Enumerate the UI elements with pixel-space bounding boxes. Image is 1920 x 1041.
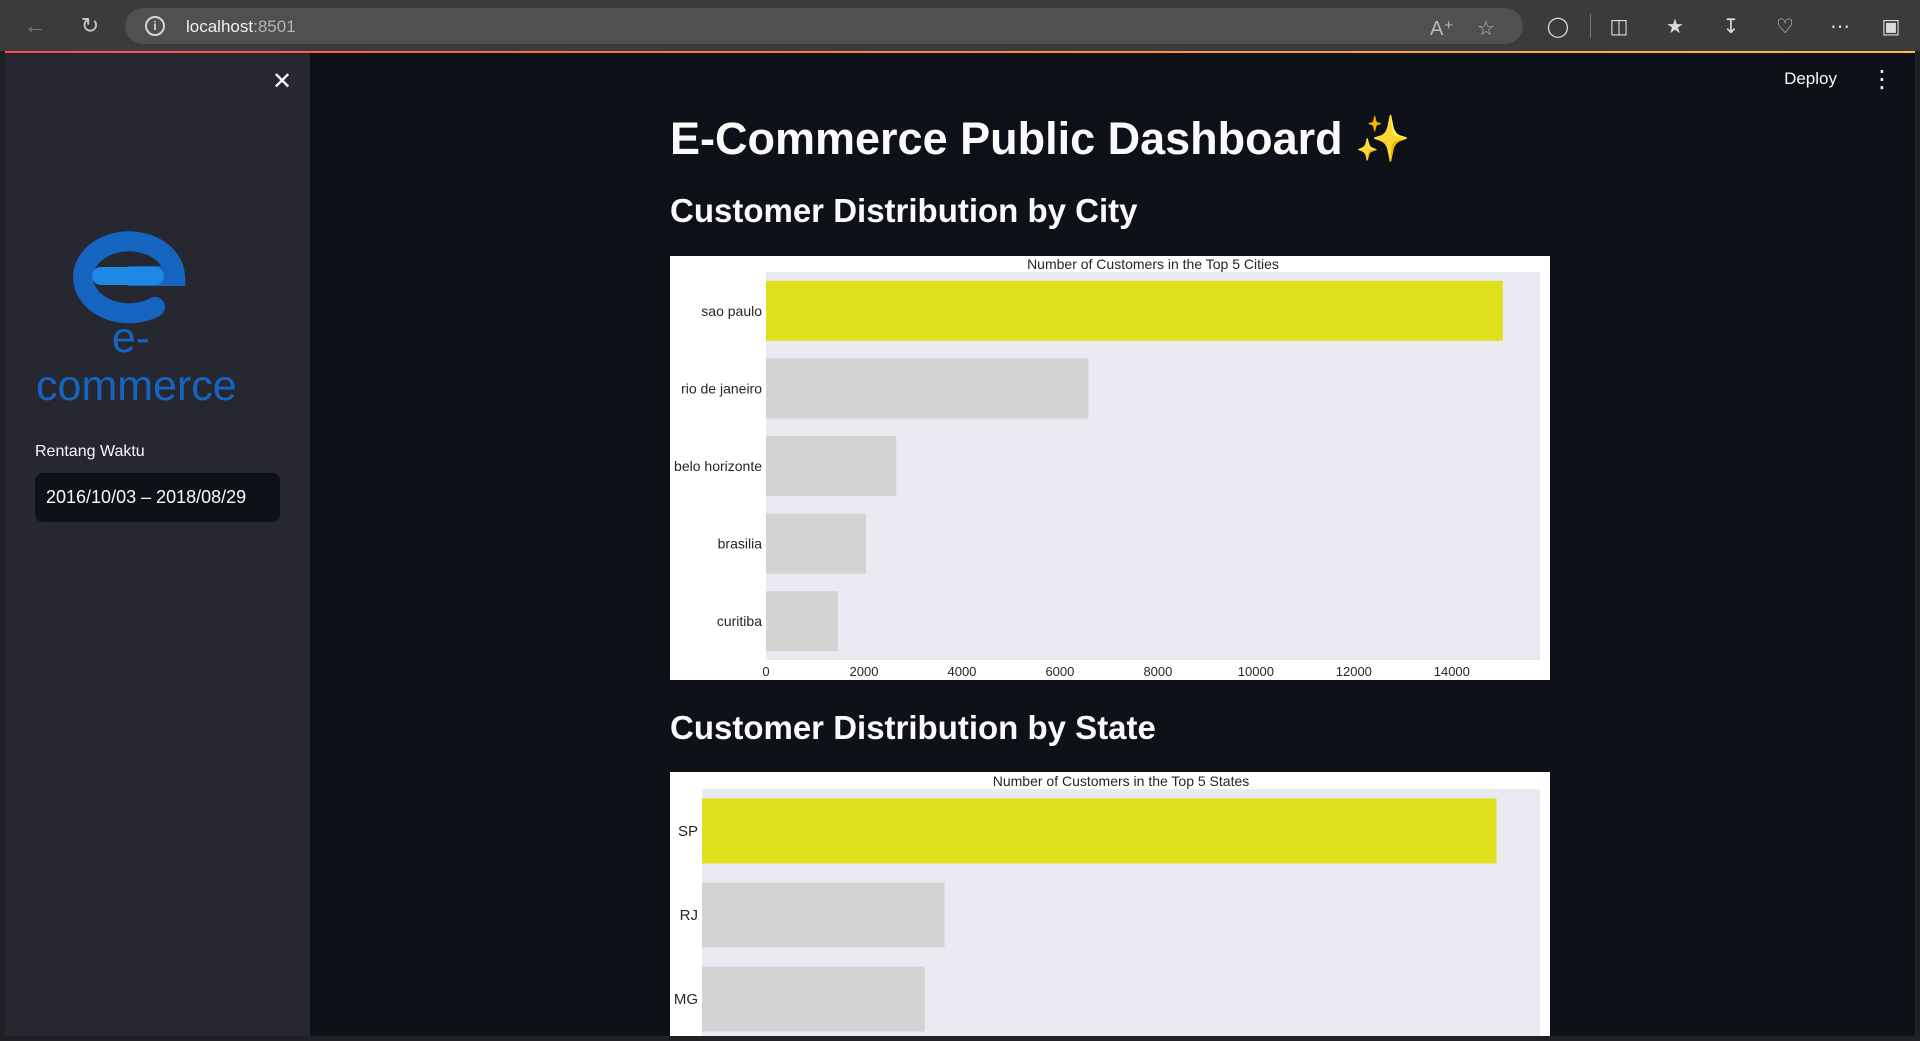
- logo-text: e-commerce: [36, 314, 237, 410]
- x-tick-label: 10000: [1238, 664, 1274, 679]
- state-section-title: Customer Distribution by State: [670, 709, 1156, 746]
- category-label: brasilia: [718, 536, 763, 552]
- page-title-text: E-Commerce Public Dashboard: [670, 113, 1343, 164]
- x-tick-label: 4000: [947, 664, 976, 679]
- category-label: SP: [678, 823, 698, 840]
- deploy-button[interactable]: Deploy: [1784, 69, 1837, 88]
- bar-mg: [702, 966, 925, 1032]
- x-tick-label: 8000: [1143, 664, 1172, 679]
- category-label: sao paulo: [701, 303, 762, 319]
- city-section-title: Customer Distribution by City: [670, 192, 1138, 229]
- bar-curitiba: [766, 591, 839, 652]
- more-options-icon[interactable]: ⋯: [1830, 15, 1850, 38]
- ecommerce-logo: e-commerce: [36, 218, 237, 410]
- chart-title: Number of Customers in the Top 5 States: [993, 773, 1250, 789]
- back-icon[interactable]: ←: [24, 13, 46, 38]
- favorites-icon[interactable]: ★: [1666, 15, 1684, 38]
- state-chart-svg: Number of Customers in the Top 5 States S…: [674, 773, 1540, 1036]
- state-chart: Number of Customers in the Top 5 States S…: [670, 772, 1550, 1036]
- sparkles-icon: ✨: [1354, 113, 1411, 164]
- x-tick-label: 14000: [1434, 664, 1470, 679]
- extension-icon[interactable]: ◯: [1546, 15, 1570, 38]
- browser-essentials-icon[interactable]: ♡: [1776, 15, 1794, 38]
- category-label: RJ: [680, 907, 698, 924]
- x-tick-label: 6000: [1045, 664, 1074, 679]
- app-top-decoration: [5, 51, 1915, 53]
- city-chart: Number of Customers in the Top 5 Cities s…: [670, 256, 1550, 680]
- date-range-label: Rentang Waktu: [35, 443, 145, 460]
- bar-sp: [702, 798, 1497, 864]
- date-range-input[interactable]: 2016/10/03 – 2018/08/29: [35, 473, 280, 522]
- main-content: Deploy ⋮ E-Commerce Public Dashboard ✨ Cu…: [310, 53, 1915, 1036]
- city-chart-svg: Number of Customers in the Top 5 Cities s…: [674, 256, 1540, 679]
- url-text: localhost:8501: [186, 17, 296, 37]
- downloads-icon[interactable]: ↧: [1722, 15, 1740, 38]
- toolbar-divider: [1590, 14, 1591, 38]
- address-bar[interactable]: i localhost:8501 A⁺ ☆: [125, 8, 1523, 44]
- category-label: MG: [674, 991, 698, 1008]
- x-tick-label: 2000: [850, 664, 879, 679]
- bar-rj: [702, 882, 945, 948]
- favorite-star-icon[interactable]: ☆: [1477, 18, 1495, 40]
- sidebar: ✕ e-commerce Rentang Waktu 2016/10/03 – …: [5, 53, 310, 1036]
- x-tick-label: 0: [762, 664, 769, 679]
- split-screen-icon[interactable]: ◫: [1609, 15, 1629, 38]
- x-tick-label: 12000: [1336, 664, 1372, 679]
- bar-belo-horizonte: [766, 436, 897, 496]
- url-host: localhost: [186, 17, 254, 36]
- bar-rio-de-janeiro: [766, 358, 1089, 419]
- bar-sao-paulo: [766, 280, 1503, 341]
- url-port: :8501: [253, 17, 296, 36]
- page-title: E-Commerce Public Dashboard ✨: [670, 111, 1411, 167]
- sidebar-toggle-icon[interactable]: ▣: [1881, 15, 1901, 38]
- category-label: curitiba: [717, 613, 762, 629]
- streamlit-app: ✕ e-commerce Rentang Waktu 2016/10/03 – …: [5, 53, 1915, 1036]
- bar-brasilia: [766, 513, 866, 574]
- browser-toolbar: ← ↻ i localhost:8501 A⁺ ☆ ◯ ◫ ★ ↧ ♡ ⋯ ▣: [0, 0, 1920, 51]
- chart-title: Number of Customers in the Top 5 Cities: [1027, 256, 1279, 272]
- logo-mark: [73, 231, 186, 324]
- reload-icon[interactable]: ↻: [80, 13, 100, 38]
- category-label: belo horizonte: [674, 458, 762, 474]
- site-info-icon[interactable]: i: [145, 16, 165, 36]
- close-sidebar-icon[interactable]: ✕: [271, 67, 293, 95]
- read-aloud-icon[interactable]: A⁺: [1430, 18, 1454, 40]
- main-menu-icon[interactable]: ⋮: [1870, 65, 1894, 93]
- category-label: rio de janeiro: [681, 380, 762, 396]
